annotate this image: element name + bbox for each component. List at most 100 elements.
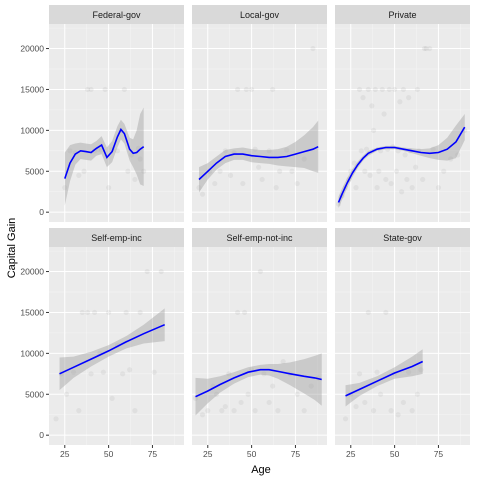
data-point [435, 185, 442, 191]
data-point [409, 408, 415, 414]
data-point [406, 369, 412, 375]
data-point [404, 176, 410, 183]
panel-background [49, 24, 184, 222]
data-point [351, 160, 357, 166]
data-point [76, 172, 82, 178]
x-tick-label: 75 [434, 449, 444, 459]
data-point [388, 408, 394, 414]
data-point [205, 408, 211, 414]
data-point [256, 164, 262, 170]
data-point [377, 391, 384, 397]
data-point [363, 146, 370, 152]
data-point [402, 152, 408, 158]
data-point [418, 367, 424, 373]
facet-strip-label: Self-emp-inc [91, 233, 142, 243]
data-point [125, 168, 131, 174]
data-point [266, 148, 272, 154]
y-tick-label: 5000 [25, 166, 44, 176]
data-point [413, 164, 419, 170]
facet-strip [335, 228, 470, 247]
data-point [448, 156, 454, 162]
data-point [212, 180, 218, 187]
data-point [252, 146, 258, 152]
data-point [395, 148, 401, 154]
data-point [383, 176, 389, 183]
x-axis-title: Age [251, 464, 271, 476]
data-point [227, 172, 234, 178]
data-point [53, 416, 59, 422]
data-point [370, 408, 377, 414]
data-point [386, 86, 392, 93]
panel-background [335, 247, 470, 445]
data-point [270, 86, 276, 93]
facet-strip [192, 5, 327, 24]
data-point [414, 391, 421, 397]
data-point [158, 268, 164, 275]
data-point [414, 86, 421, 93]
data-point [427, 45, 433, 52]
data-point [381, 111, 387, 117]
data-point [406, 95, 412, 101]
data-point [362, 399, 368, 406]
facet-panel-state-gov: State-gov [335, 228, 470, 445]
data-point [238, 399, 244, 406]
data-point [383, 309, 389, 316]
data-point [362, 168, 368, 174]
data-point [400, 86, 406, 93]
smooth-line [198, 145, 319, 181]
facet-panel-self-emp-inc: Self-emp-inc [49, 228, 184, 445]
data-point [114, 148, 120, 154]
panel-background [192, 247, 327, 445]
x-tick-label: 75 [291, 449, 301, 459]
data-point [455, 152, 461, 158]
data-point [102, 86, 108, 93]
data-point [240, 180, 246, 187]
data-point [226, 371, 232, 377]
facet-strip [335, 5, 470, 24]
y-tick-label: 0 [39, 207, 44, 217]
data-point [280, 358, 286, 365]
data-point [196, 185, 202, 191]
data-point [141, 168, 147, 174]
smooth-line [59, 323, 166, 375]
facet-panel-self-emp-not-inc: Self-emp-not-inc [192, 228, 327, 445]
x-tick-label: 50 [104, 449, 114, 459]
data-point [261, 371, 267, 377]
facet-panel-federal-gov: Federal-gov [49, 5, 184, 222]
data-point [400, 399, 406, 406]
data-point [342, 416, 349, 422]
data-point [192, 395, 199, 401]
data-point [144, 268, 150, 275]
data-point [310, 45, 316, 52]
data-point [62, 185, 68, 191]
facet-strip-label: Private [388, 10, 416, 20]
data-point [132, 176, 138, 183]
data-point [423, 45, 429, 52]
facet-strip-label: Self-emp-not-inc [226, 233, 293, 243]
data-point [91, 309, 98, 316]
data-point [421, 45, 428, 52]
panel-background [192, 24, 327, 222]
data-point [84, 309, 91, 316]
facet-strip [49, 5, 184, 24]
data-point [284, 147, 290, 153]
data-point [358, 148, 364, 154]
data-point [67, 148, 73, 154]
data-point [266, 399, 272, 406]
data-point [70, 369, 77, 375]
x-tick-label: 75 [148, 449, 158, 459]
data-point [392, 86, 398, 93]
data-point [213, 391, 220, 397]
facet-strip-label: Federal-gov [92, 10, 141, 20]
data-point [217, 168, 223, 174]
facet-panels: Federal-gov Local-gov Private Self-emp-inc S… [49, 5, 470, 445]
y-tick-label: 20000 [20, 44, 44, 54]
data-point [365, 309, 371, 316]
data-point [252, 408, 258, 414]
data-point [100, 369, 106, 375]
data-point [109, 395, 115, 401]
data-point [222, 148, 228, 154]
data-point [123, 309, 129, 316]
smooth-line [337, 126, 466, 203]
data-point [234, 309, 241, 316]
